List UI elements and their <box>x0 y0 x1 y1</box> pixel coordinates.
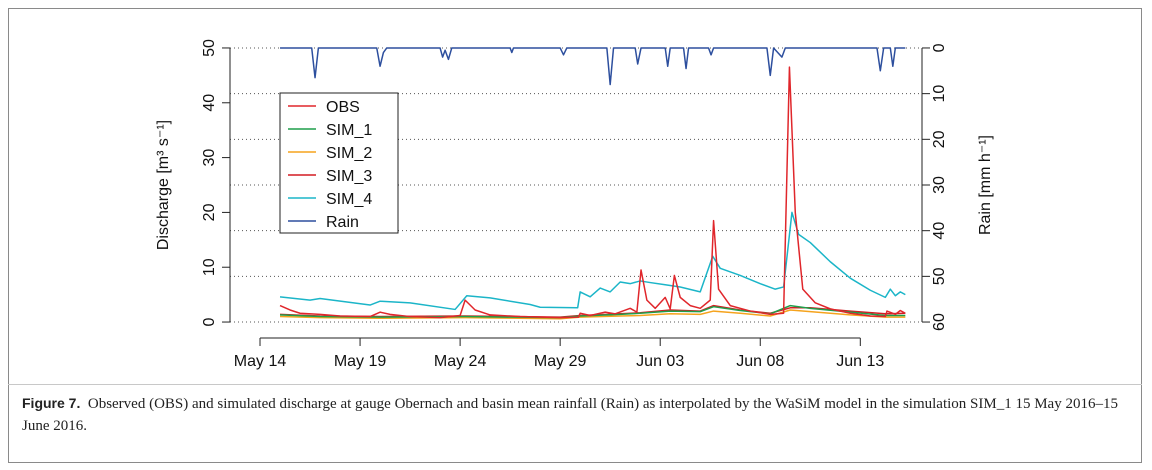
series-line <box>279 211 906 311</box>
y2-tick-label: 0 <box>931 43 948 52</box>
y2-axis-title: Rain [mm h⁻¹] <box>977 135 994 235</box>
figure-frame <box>8 8 1142 463</box>
y-tick-label: 30 <box>201 149 218 167</box>
legend-label: SIM_2 <box>326 145 372 162</box>
legend-label: SIM_3 <box>326 168 372 185</box>
y2-tick-label: 50 <box>931 267 948 285</box>
y-tick-label: 40 <box>201 94 218 112</box>
x-tick-label: May 29 <box>534 353 587 370</box>
y2-tick-label: 60 <box>931 313 948 331</box>
y-tick-label: 20 <box>201 203 218 221</box>
series-line <box>279 66 906 319</box>
series-line <box>279 309 906 320</box>
y-tick-label: 50 <box>201 39 218 57</box>
legend-label: OBS <box>326 99 360 116</box>
x-tick-label: Jun 03 <box>636 353 684 370</box>
x-tick-label: May 19 <box>334 353 387 370</box>
caption-label: Figure 7. <box>22 395 81 411</box>
legend-label: SIM_1 <box>326 122 372 139</box>
y-axis-title: Discharge [m³ s⁻¹] <box>155 120 172 250</box>
x-tick-label: May 14 <box>234 353 287 370</box>
y2-tick-label: 30 <box>931 176 948 194</box>
y2-tick-label: 20 <box>931 130 948 148</box>
caption: Figure 7. Observed (OBS) and simulated d… <box>22 392 1132 437</box>
y-tick-label: 0 <box>201 317 218 326</box>
y2-tick-label: 40 <box>931 222 948 240</box>
legend-label: Rain <box>326 214 359 231</box>
legend-box <box>279 92 399 234</box>
legend-label: SIM_4 <box>326 191 372 208</box>
y2-tick-label: 10 <box>931 85 948 103</box>
caption-text: Observed (OBS) and simulated discharge a… <box>22 396 1118 434</box>
series-line <box>280 47 906 86</box>
x-tick-label: Jun 08 <box>736 353 784 370</box>
x-tick-label: May 24 <box>434 353 487 370</box>
x-tick-label: Jun 13 <box>836 353 884 370</box>
y-tick-label: 10 <box>201 258 218 276</box>
separator <box>8 384 1142 385</box>
